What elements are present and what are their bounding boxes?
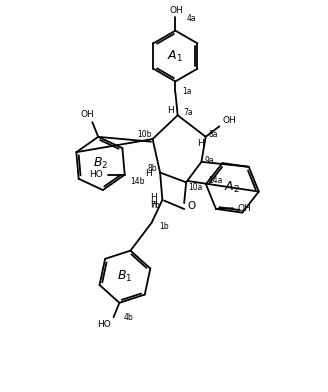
Text: $B_2$: $B_2$ — [93, 156, 108, 171]
Text: 8a: 8a — [208, 130, 218, 139]
Text: 4a: 4a — [186, 14, 196, 23]
Text: H: H — [145, 169, 152, 178]
Text: 9a: 9a — [204, 156, 214, 165]
Text: 1b: 1b — [159, 222, 168, 231]
Text: HO: HO — [89, 170, 103, 179]
Text: $A_2$: $A_2$ — [224, 180, 240, 196]
Text: $B_1$: $B_1$ — [117, 269, 133, 284]
Text: 8b: 8b — [148, 163, 157, 172]
Text: 10b: 10b — [137, 130, 151, 139]
Text: 1a: 1a — [183, 87, 192, 96]
Text: 10a: 10a — [188, 183, 202, 192]
Text: OH: OH — [222, 116, 236, 125]
Text: 4b: 4b — [123, 313, 133, 322]
Text: H: H — [197, 140, 204, 149]
Text: 14a: 14a — [209, 176, 223, 185]
Text: 7b: 7b — [151, 201, 160, 210]
Text: H: H — [167, 106, 174, 115]
Text: OH: OH — [81, 110, 95, 119]
Text: OH: OH — [238, 204, 252, 213]
Text: HO: HO — [97, 321, 111, 329]
Text: H: H — [150, 200, 157, 209]
Text: $A_1$: $A_1$ — [167, 49, 183, 64]
Text: 7a: 7a — [183, 108, 193, 117]
Text: H: H — [150, 193, 157, 202]
Text: OH: OH — [169, 6, 183, 15]
Text: 14b: 14b — [131, 178, 145, 186]
Text: O: O — [187, 201, 195, 211]
